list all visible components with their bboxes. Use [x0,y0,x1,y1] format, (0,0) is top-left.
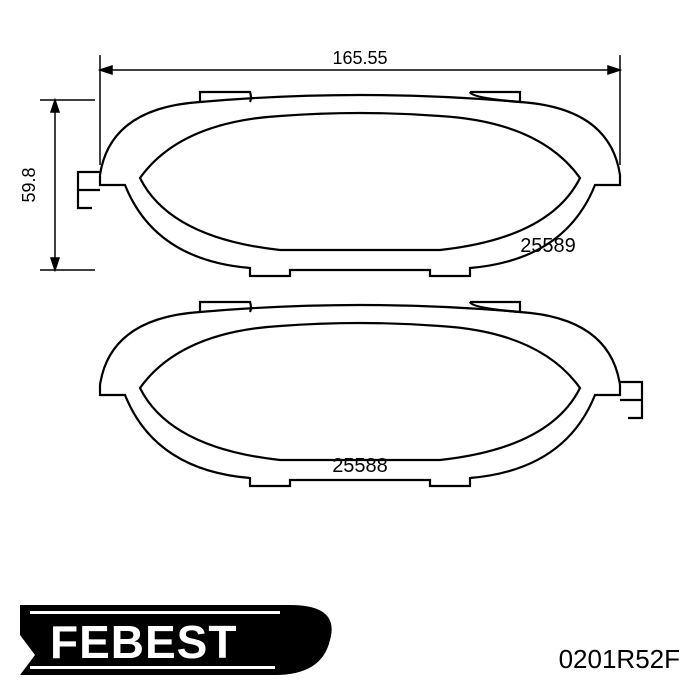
dimension-height-value: 59.8 [19,167,39,202]
febest-logo-text: FEBEST [50,616,237,668]
dimension-height [40,100,95,270]
part-code: 0201R52F [559,644,680,674]
dimension-width [100,55,620,165]
pad-number-bottom: 25588 [332,455,388,477]
brake-pad-diagram: 165.55 59.8 25589 25588 FEBEST [0,0,700,700]
febest-logo: FEBEST [20,605,332,675]
dimension-width-value: 165.55 [332,48,387,68]
pad-number-top: 25589 [520,235,576,257]
